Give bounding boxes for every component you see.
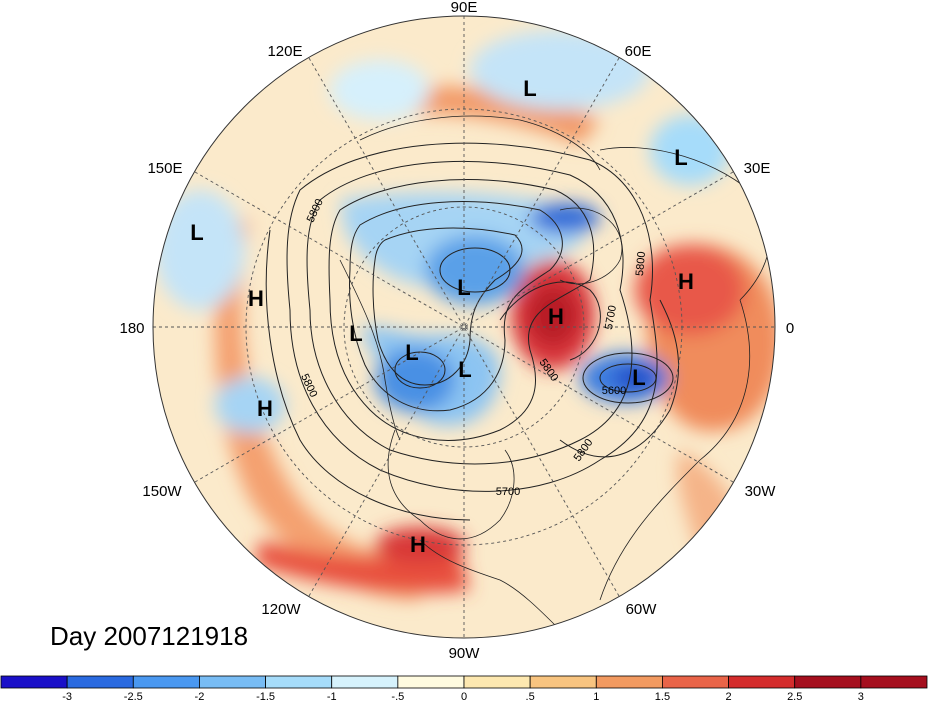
colorbar-box	[132, 675, 200, 689]
pressure-marker: L	[190, 220, 203, 245]
colorbar-tick-label: 0	[461, 691, 467, 702]
colorbar-box	[397, 675, 465, 689]
colorbar-tick-label: .5	[526, 691, 535, 702]
colorbar-tick-label: 2	[726, 691, 732, 702]
longitude-labels: 90E 120E 60E 150E 30E 180 0 150W 30W 120…	[119, 0, 794, 662]
colorbar-tick-label: 2.5	[787, 691, 802, 702]
map-title: Day 2007121918	[50, 621, 248, 651]
graticule	[153, 16, 775, 638]
colorbar-box	[595, 675, 663, 689]
lon-label-120e: 120E	[267, 43, 302, 60]
pressure-marker: L	[458, 357, 471, 382]
lon-label-150e: 150E	[147, 160, 182, 177]
colorbar-box	[199, 675, 266, 689]
lon-label-0: 0	[786, 320, 794, 337]
colorbar-tick-label: -1	[327, 691, 337, 702]
colorbar-box	[860, 675, 928, 689]
colorbar-tick-label: 1	[593, 691, 599, 702]
pressure-marker: L	[349, 321, 362, 346]
lon-label-30w: 30W	[745, 483, 777, 500]
colorbar-box	[662, 675, 729, 689]
lon-label-90w: 90W	[449, 645, 481, 662]
colorbar-tick-label: -.5	[391, 691, 404, 702]
lon-label-180: 180	[119, 320, 144, 337]
colorbar-box	[794, 675, 862, 689]
pressure-marker: H	[678, 269, 694, 294]
lon-label-60w: 60W	[626, 601, 658, 618]
lon-label-60e: 60E	[625, 43, 652, 60]
contour-label: 5600	[602, 385, 626, 397]
colorbar-tick-label: 1.5	[655, 691, 670, 702]
colorbar-tick-label: -2	[195, 691, 205, 702]
contour-label: 5800	[634, 251, 648, 276]
pressure-marker: L	[523, 76, 536, 101]
colorbar-box	[265, 675, 333, 689]
colorbar-tick-label: 3	[858, 691, 864, 702]
colorbar-tick-label: -1.5	[256, 691, 275, 702]
lon-label-150w: 150W	[142, 483, 182, 500]
colorbar-tick-label: -2.5	[124, 691, 143, 702]
anomaly-field	[153, 16, 775, 638]
pressure-marker: L	[674, 145, 687, 170]
lon-label-90e: 90E	[451, 0, 478, 16]
colorbar-box	[463, 675, 531, 689]
colorbar-box	[0, 675, 68, 689]
pressure-marker: L	[632, 365, 645, 390]
colorbar-box	[66, 675, 134, 689]
colorbar-box	[728, 675, 796, 689]
lon-label-30e: 30E	[744, 160, 771, 177]
pressure-marker: H	[410, 532, 426, 557]
contour-label: 5700	[603, 304, 619, 330]
pressure-marker: H	[248, 286, 264, 311]
pressure-marker: L	[405, 340, 418, 365]
height-contours	[265, 142, 679, 521]
colorbar-box	[529, 675, 597, 689]
pressure-system-markers: L L L H H L L H L L L H L H	[190, 76, 694, 557]
contour-label: 5700	[496, 486, 520, 498]
pressure-marker: H	[548, 304, 564, 329]
colorbar-box	[331, 675, 399, 689]
lon-label-120w: 120W	[261, 601, 301, 618]
pressure-marker: H	[257, 396, 273, 421]
map-boundary	[152, 15, 776, 639]
pressure-marker: L	[457, 275, 470, 300]
colorbar: -3 -2.5 -2 -1.5 -1 -.5 0 .5 1 1.5 2 2.5 3	[0, 675, 928, 702]
colorbar-tick-label: -3	[62, 691, 72, 702]
coastlines	[339, 115, 771, 631]
